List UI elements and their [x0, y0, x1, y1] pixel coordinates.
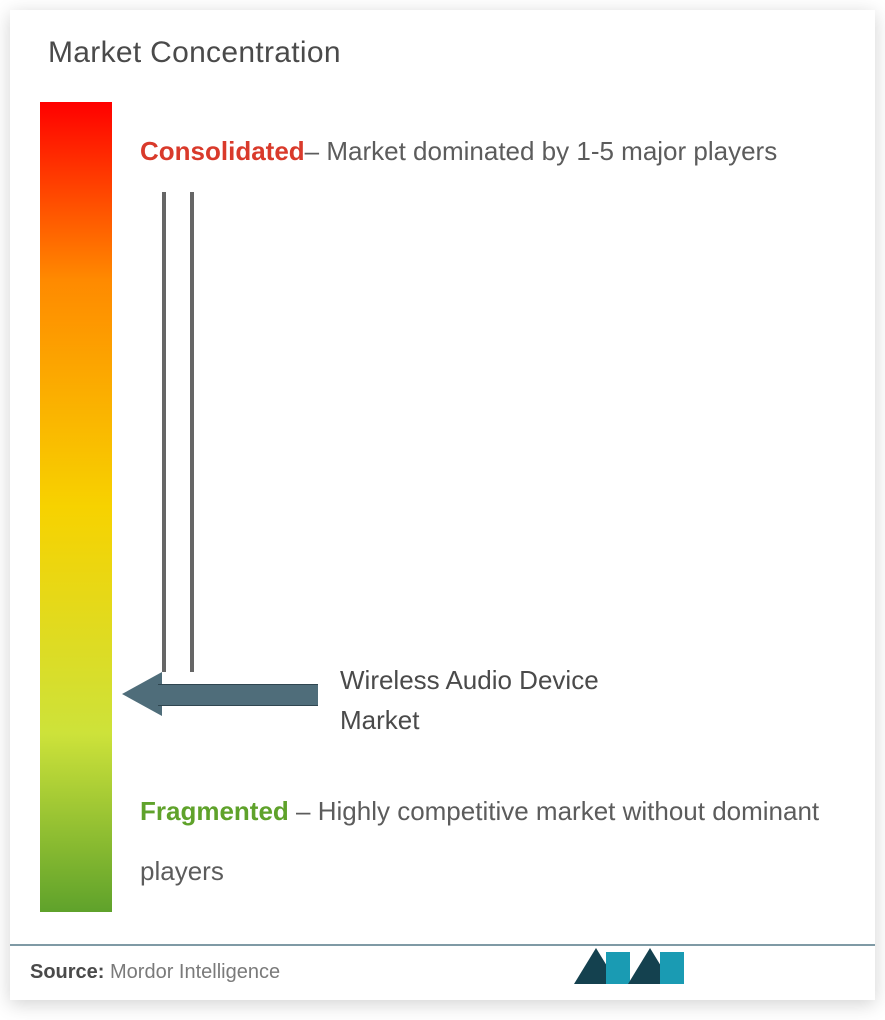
concentration-gradient-bar	[40, 102, 112, 912]
fragmented-label: Fragmented – Highly competitive market w…	[140, 782, 820, 902]
mordor-logo-icon	[570, 944, 690, 992]
content-area: Consolidated– Market dominated by 1-5 ma…	[140, 102, 840, 912]
card-title: Market Concentration	[48, 36, 341, 70]
consolidated-rest: – Market dominated by 1-5 major players	[305, 136, 778, 166]
arrow-head-icon	[122, 672, 162, 716]
bracket-line-1	[162, 192, 166, 672]
market-name-line2: Market	[340, 705, 419, 735]
market-name-line1: Wireless Audio Device	[340, 665, 599, 695]
consolidated-strong: Consolidated	[140, 136, 305, 166]
logo-svg-group	[574, 948, 684, 984]
bracket-line-2	[190, 192, 194, 672]
footer-divider	[10, 944, 875, 946]
source-text: Mordor Intelligence	[104, 961, 280, 983]
footer-source: Source: Mordor Intelligence	[30, 961, 280, 984]
source-label: Source:	[30, 961, 104, 983]
card-title-text: Market Concentration	[48, 36, 341, 69]
market-name-label: Wireless Audio Device Market	[340, 660, 599, 741]
consolidated-label: Consolidated– Market dominated by 1-5 ma…	[140, 122, 820, 182]
arrow-body	[158, 684, 318, 706]
market-pointer-arrow	[122, 672, 322, 716]
market-concentration-card: Market Concentration Consolidated– Marke…	[10, 10, 875, 1000]
gradient-fill	[40, 102, 112, 912]
fragmented-strong: Fragmented	[140, 796, 289, 826]
